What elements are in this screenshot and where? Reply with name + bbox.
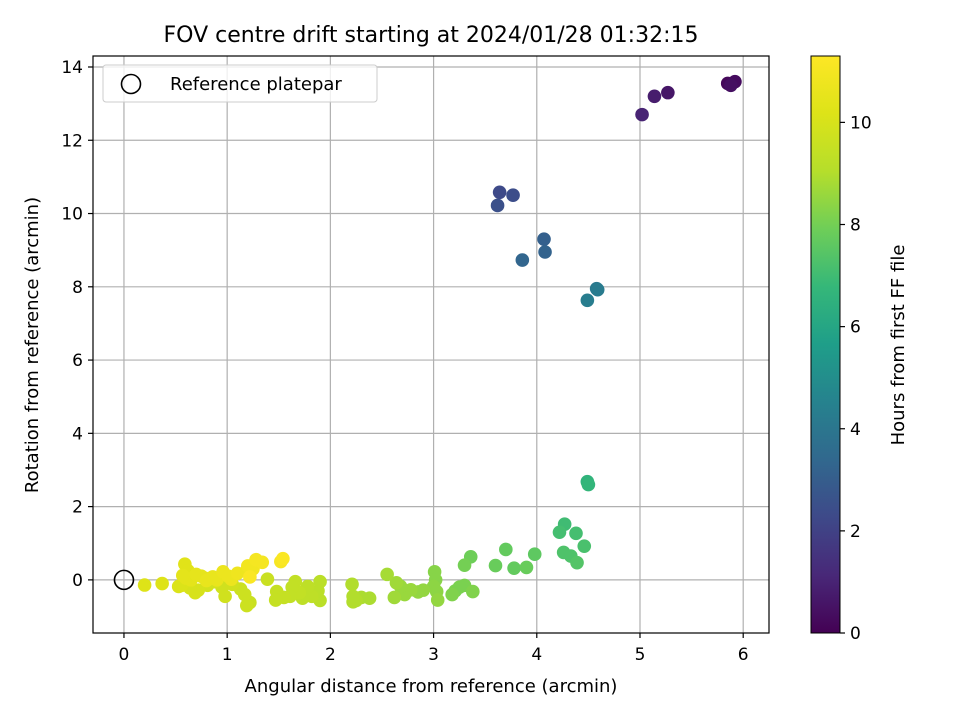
y-tick-label: 14	[61, 58, 83, 78]
data-point	[724, 78, 738, 93]
data-point	[175, 568, 190, 583]
y-tick-label: 4	[72, 424, 83, 444]
data-point	[527, 547, 542, 562]
y-tick-label: 0	[72, 571, 83, 591]
data-point	[276, 551, 290, 566]
data-point	[507, 561, 521, 575]
x-tick-label: 1	[222, 645, 233, 665]
data-point	[457, 558, 472, 573]
data-point	[239, 598, 254, 613]
reference-point-marker	[113, 569, 135, 591]
data-point	[345, 577, 359, 592]
data-point	[260, 572, 275, 586]
colorbar-gradient	[810, 55, 841, 634]
data-point	[635, 107, 649, 122]
data-point	[590, 282, 605, 297]
data-point	[346, 589, 360, 604]
data-point	[577, 539, 592, 553]
data-point	[647, 89, 662, 104]
data-point	[569, 526, 583, 541]
data-point	[243, 570, 257, 584]
data-point	[488, 558, 503, 573]
data-point	[490, 198, 505, 213]
data-point	[552, 525, 567, 540]
data-point	[430, 593, 445, 607]
data-points	[137, 74, 742, 613]
data-point	[387, 590, 402, 605]
legend-entry: Reference platepar	[170, 74, 342, 95]
data-point	[661, 85, 675, 100]
data-point	[570, 555, 584, 570]
data-point	[519, 560, 534, 575]
data-point	[538, 245, 552, 259]
data-point	[313, 574, 327, 589]
data-point	[580, 293, 595, 308]
data-point	[465, 584, 480, 599]
colorbar-label: Hours from first FF file	[888, 245, 909, 446]
data-point	[255, 555, 270, 570]
y-tick-label: 2	[72, 498, 83, 518]
data-point	[537, 232, 551, 246]
data-point	[445, 587, 459, 602]
data-point	[515, 253, 530, 267]
plot-background	[93, 56, 769, 633]
data-point	[380, 567, 394, 582]
data-point	[389, 576, 404, 590]
x-tick-label: 0	[119, 645, 130, 665]
data-point	[506, 188, 520, 203]
x-axis-label: Angular distance from reference (arcmin)	[245, 676, 618, 697]
x-tick-label: 2	[325, 645, 336, 665]
y-tick-label: 12	[61, 131, 83, 151]
colorbar-tick-label: 10	[850, 113, 872, 133]
grid	[93, 56, 769, 633]
data-point	[137, 578, 152, 592]
plot-frame	[92, 55, 770, 634]
x-tick-label: 3	[428, 645, 439, 665]
x-tick-label: 5	[635, 645, 646, 665]
colorbar-tick-label: 2	[850, 522, 861, 542]
y-axis-label: Rotation from reference (arcmin)	[22, 197, 43, 493]
colorbar: 0 2 4 6 8 10 Hours from first FF file	[810, 55, 909, 644]
y-tick-label: 10	[61, 205, 83, 225]
legend-box	[102, 64, 378, 103]
y-tick-label: 6	[72, 351, 83, 371]
data-point	[499, 542, 513, 557]
y-tick-label: 8	[72, 278, 83, 298]
data-point	[155, 576, 169, 591]
colorbar-tick-label: 6	[850, 318, 861, 338]
x-tick-label: 4	[531, 645, 542, 665]
chart-title: FOV centre drift starting at 2024/01/28 …	[164, 23, 699, 48]
data-point	[268, 593, 283, 607]
legend-marker	[120, 73, 142, 95]
data-point	[581, 477, 596, 492]
colorbar-tick-label: 4	[850, 420, 861, 440]
x-tick-label: 6	[738, 645, 749, 665]
data-point	[492, 185, 507, 200]
colorbar-tick-label: 8	[850, 216, 861, 236]
legend: Reference platepar	[102, 64, 378, 103]
colorbar-tick-label: 0	[850, 624, 861, 644]
colorbar-ticks: 0 2 4 6 8 10	[840, 113, 872, 644]
